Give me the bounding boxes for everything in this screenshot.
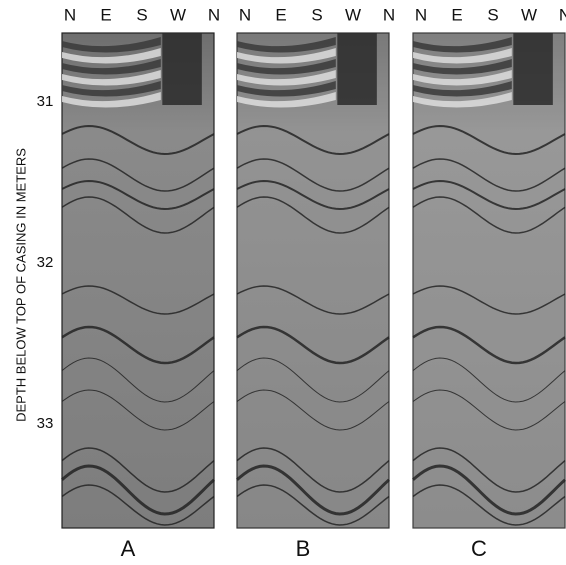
band [413, 92, 512, 108]
panel-label: B [296, 536, 311, 561]
compass-label: E [100, 5, 111, 24]
fracture-trace [236, 464, 391, 516]
band [413, 37, 512, 53]
dark-zone [337, 33, 377, 105]
compass-label: W [345, 5, 361, 24]
band [413, 59, 512, 75]
compass-label: W [170, 5, 186, 24]
panel-label: A [121, 536, 136, 561]
borehole-image [61, 32, 216, 529]
fracture-trace [236, 196, 390, 234]
fracture-trace [61, 325, 215, 365]
band [413, 81, 512, 97]
fracture-trace [412, 196, 566, 234]
fracture-trace [61, 124, 215, 156]
band [237, 48, 336, 64]
fracture-trace [61, 285, 215, 315]
fracture-trace [236, 158, 390, 192]
axis-label: DEPTH BELOW TOP OF CASING IN METERS [13, 148, 28, 422]
band [413, 48, 512, 64]
fracture-trace [412, 124, 566, 156]
band [237, 37, 336, 53]
band [62, 59, 161, 75]
fracture-trace [412, 389, 566, 431]
compass-label: N [239, 5, 251, 24]
compass-label: W [521, 5, 537, 24]
compass-label: S [136, 5, 147, 24]
fracture-trace [61, 158, 215, 192]
panels: N E S W N A N E S W N B N E S W N C [61, 5, 566, 561]
fracture-trace [236, 447, 390, 493]
fracture-trace [61, 357, 215, 403]
fracture-trace [236, 389, 390, 431]
fracture-trace [61, 389, 215, 431]
band [237, 59, 336, 75]
image-background [236, 32, 390, 529]
fracture-trace [236, 484, 390, 526]
fracture-trace [412, 179, 566, 211]
compass-label: S [311, 5, 322, 24]
fracture-trace [412, 447, 566, 493]
fracture-trace [236, 325, 390, 365]
fracture-trace [412, 357, 566, 403]
fracture-trace [412, 484, 566, 526]
band [62, 48, 161, 64]
fracture-trace [412, 325, 566, 365]
band [237, 81, 336, 97]
compass-label: E [275, 5, 286, 24]
image-background [412, 32, 566, 529]
fracture-trace [236, 285, 390, 315]
borehole-image [412, 32, 566, 529]
compass-label: E [451, 5, 462, 24]
image-background [61, 32, 215, 529]
compass-label: S [487, 5, 498, 24]
borehole-image [236, 32, 391, 529]
fracture-trace [412, 464, 566, 516]
panel-label: C [471, 536, 487, 561]
compass-label: N [383, 5, 395, 24]
band [237, 92, 336, 108]
fracture-trace [61, 447, 215, 493]
fracture-trace [61, 196, 215, 234]
fracture-trace [412, 158, 566, 192]
fracture-trace [236, 357, 390, 403]
compass-label: N [415, 5, 427, 24]
depth-tick: 31 [37, 93, 54, 110]
band [62, 81, 161, 97]
band [62, 70, 161, 86]
compass-label: N [208, 5, 220, 24]
compass-label: N [559, 5, 566, 24]
fracture-trace [236, 179, 390, 211]
dark-zone [162, 33, 202, 105]
fracture-trace [236, 124, 390, 156]
fracture-trace [61, 464, 216, 516]
band [62, 37, 161, 53]
compass-label: N [64, 5, 76, 24]
dark-zone [513, 33, 553, 105]
band [62, 92, 161, 108]
band [237, 70, 336, 86]
depth-tick: 32 [37, 254, 54, 271]
band [413, 70, 512, 86]
fracture-trace [412, 285, 566, 315]
fracture-trace [61, 179, 215, 211]
fracture-trace [61, 484, 215, 526]
depth-tick: 33 [37, 415, 54, 432]
